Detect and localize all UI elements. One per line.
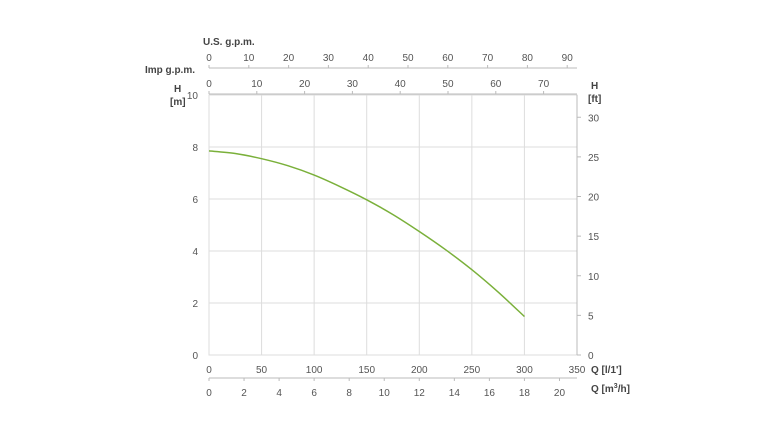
m3h-tick-label: 8	[346, 388, 352, 399]
tick-label-m: 2	[192, 299, 198, 310]
lmin-axis-label: Q [l/1']	[591, 365, 622, 376]
tick-label-lmin: 200	[411, 365, 428, 376]
tick-label-lmin: 50	[256, 365, 268, 376]
tick-label-m: 4	[192, 247, 198, 258]
series-line-0	[208, 150, 525, 318]
imp-gpm-tick-label: 20	[299, 79, 311, 90]
us-gpm-tick-label: 50	[402, 53, 414, 64]
us-gpm-tick-label: 80	[522, 53, 534, 64]
tick-label-ft: 25	[588, 153, 600, 164]
plot-frame	[208, 94, 578, 356]
tick-label-ft: 20	[588, 193, 600, 204]
y-right-axis-label-h: H	[591, 81, 598, 92]
imp-gpm-tick-label: 60	[490, 79, 502, 90]
m3h-tick-label: 10	[379, 388, 391, 399]
tick-label-lmin: 350	[569, 365, 586, 376]
m3h-tick-label: 12	[414, 388, 426, 399]
tick-label-lmin: 150	[358, 365, 375, 376]
tick-label-m: 6	[192, 195, 198, 206]
tick-label-m: 8	[192, 143, 198, 154]
m3h-tick-label: 14	[449, 388, 461, 399]
m3h-tick-label: 0	[206, 388, 212, 399]
tick-label-m: 0	[192, 351, 198, 362]
m3h-tick-label: 16	[484, 388, 496, 399]
grid	[208, 94, 578, 356]
y-left-axis-label-unit: [m]	[170, 97, 186, 108]
imp-gpm-tick-label: 50	[442, 79, 454, 90]
imp-gpm-tick-label: 70	[538, 79, 550, 90]
tick-label-lmin: 250	[464, 365, 481, 376]
us-gpm-axis-label: U.S. g.p.m.	[203, 37, 255, 48]
us-gpm-tick-label: 70	[482, 53, 494, 64]
m3h-tick-label: 6	[311, 388, 317, 399]
tick-label-ft: 15	[588, 232, 600, 243]
imp-gpm-tick-label: 0	[206, 79, 212, 90]
us-gpm-tick-label: 90	[562, 53, 574, 64]
tick-labels: 0 50 100 150 200 250 300 3500246810051015202530…	[187, 53, 600, 399]
tick-label-m: 10	[187, 91, 199, 102]
m3h-axis-label-sup: 3	[614, 383, 618, 390]
us-gpm-tick-label: 10	[243, 53, 255, 64]
axis-labels: U.S. g.p.m. Imp g.p.m. H [m] H [ft] Q [l…	[145, 37, 630, 395]
plot-series	[208, 150, 525, 318]
m3h-axis-label-main: Q [m	[591, 384, 614, 395]
imp-gpm-tick-label: 40	[395, 79, 407, 90]
tick-label-lmin: 0	[206, 365, 212, 376]
tick-label-ft: 5	[588, 311, 594, 322]
tick-label-ft: 10	[588, 272, 600, 283]
y-left-axis-label-h: H	[174, 84, 181, 95]
imp-gpm-axis-label: Imp g.p.m.	[145, 65, 195, 76]
us-gpm-tick-label: 20	[283, 53, 295, 64]
m3h-tick-label: 18	[519, 388, 531, 399]
y-right-axis-label-unit: [ft]	[588, 94, 601, 105]
imp-gpm-tick-label: 10	[251, 79, 263, 90]
us-gpm-tick-label: 40	[363, 53, 375, 64]
axes	[208, 65, 581, 381]
us-gpm-tick-label: 0	[206, 53, 212, 64]
m3h-tick-label: 4	[276, 388, 282, 399]
imp-gpm-tick-label: 30	[347, 79, 359, 90]
tick-label-ft: 0	[588, 351, 594, 362]
tick-label-lmin: 100	[306, 365, 323, 376]
m3h-axis-label: Q [m3/h]	[591, 383, 630, 395]
m3h-tick-label: 20	[554, 388, 566, 399]
tick-label-lmin: 300	[516, 365, 533, 376]
tick-label-ft: 30	[588, 113, 600, 124]
us-gpm-tick-label: 60	[442, 53, 454, 64]
m3h-tick-label: 2	[241, 388, 247, 399]
us-gpm-tick-label: 30	[323, 53, 335, 64]
m3h-axis-label-end: /h]	[618, 384, 630, 395]
